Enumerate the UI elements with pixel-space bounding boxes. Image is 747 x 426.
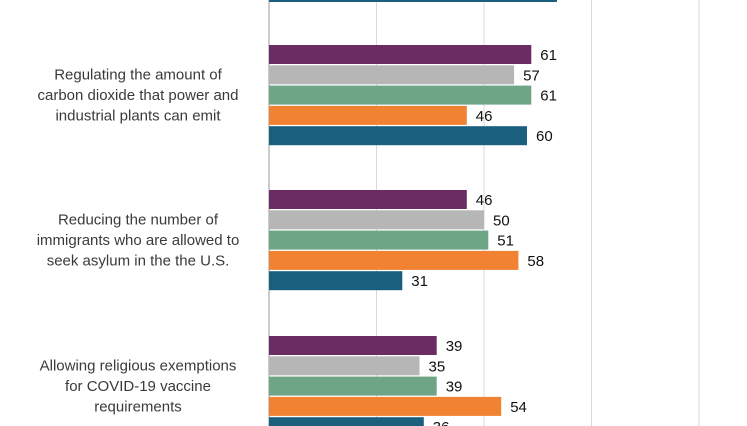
bar <box>269 356 420 376</box>
data-label: 46 <box>476 192 493 209</box>
category-label-line: Allowing religious exemptions <box>40 358 237 375</box>
bar <box>269 336 437 355</box>
data-label: 39 <box>446 379 463 396</box>
bar <box>269 396 502 416</box>
category-group: Regulating the amount of carbon dioxide t… <box>38 45 557 146</box>
category-group: Reducing the number of immigrants who are… <box>37 190 544 291</box>
data-label: 50 <box>493 212 510 229</box>
data-label: 57 <box>523 67 540 84</box>
bar <box>269 376 437 396</box>
data-label: 60 <box>536 128 553 145</box>
category-label-line: Regulating the amount of <box>54 67 222 84</box>
data-label: 51 <box>497 233 514 250</box>
bar <box>269 190 467 209</box>
category-label-line: carbon dioxide that power and <box>38 87 239 104</box>
data-label: 46 <box>476 108 493 125</box>
bar <box>269 45 532 64</box>
category-label-line: industrial plants can emit <box>55 108 221 125</box>
data-label: 54 <box>510 399 527 416</box>
category-label: Regulating the amount of carbon dioxide t… <box>38 67 239 125</box>
data-label: 61 <box>540 47 557 64</box>
bar-previous-group-partial <box>269 0 557 2</box>
category-label-line: immigrants who are allowed to <box>37 232 240 249</box>
category-label-line: Reducing the number of <box>58 212 219 229</box>
category-label-line: requirements <box>94 399 182 416</box>
bar-groups: Regulating the amount of carbon dioxide t… <box>37 45 557 426</box>
bar <box>269 417 424 426</box>
data-label: 61 <box>540 88 557 105</box>
bar <box>269 210 484 230</box>
bar <box>269 230 489 250</box>
data-label: 35 <box>429 358 446 375</box>
bar-partial <box>269 0 557 2</box>
data-label: 39 <box>446 338 463 355</box>
category-label-line: for COVID-19 vaccine <box>65 378 211 395</box>
category-label-line: seek asylum in the the U.S. <box>47 253 230 270</box>
category-label: Reducing the number of immigrants who are… <box>37 212 240 270</box>
bar <box>269 65 515 85</box>
category-group: Allowing religious exemptions for COVID-1… <box>40 336 527 426</box>
data-label: 31 <box>411 273 428 290</box>
data-label: 36 <box>433 419 450 426</box>
category-label: Allowing religious exemptions for COVID-1… <box>40 358 237 416</box>
bar <box>269 271 403 291</box>
data-label: 58 <box>527 253 544 270</box>
bar <box>269 105 467 125</box>
bar <box>269 85 532 105</box>
bar <box>269 250 519 270</box>
bar <box>269 126 527 146</box>
